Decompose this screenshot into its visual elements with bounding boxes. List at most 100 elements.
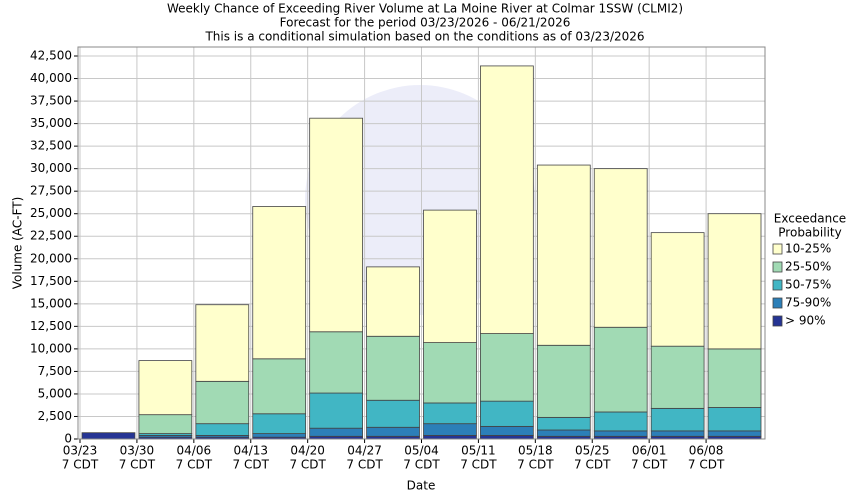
legend-swatch bbox=[772, 315, 783, 327]
bar-segment bbox=[423, 402, 477, 425]
y-tick-label: 35,000 bbox=[30, 116, 72, 130]
x-tick-label: 05/18 bbox=[518, 444, 553, 458]
x-tick-label: 04/06 bbox=[177, 444, 212, 458]
bar-segment bbox=[650, 232, 705, 347]
bar-segment bbox=[593, 411, 648, 432]
y-tick-label: 22,500 bbox=[30, 229, 72, 243]
y-tick-label: 7,500 bbox=[38, 364, 72, 378]
bar-segment bbox=[650, 430, 705, 437]
bar-segment bbox=[480, 434, 534, 440]
x-tick-label: 05/25 bbox=[575, 444, 610, 458]
legend-label: 10-25% bbox=[785, 242, 831, 256]
legend-swatch bbox=[772, 297, 783, 309]
y-tick-label: 12,500 bbox=[30, 319, 72, 333]
y-tick-label: 10,000 bbox=[30, 341, 72, 355]
x-tick-sublabel: 7 CDT bbox=[574, 458, 611, 472]
bar-segment bbox=[536, 344, 591, 418]
bar-segment bbox=[536, 429, 591, 437]
x-tick-sublabel: 7 CDT bbox=[688, 458, 725, 472]
x-tick-label: 04/27 bbox=[347, 444, 382, 458]
y-tick-label: 30,000 bbox=[30, 161, 72, 175]
bar-segment bbox=[366, 426, 420, 437]
bar-segment bbox=[81, 432, 136, 440]
bar-segment bbox=[195, 423, 250, 436]
x-tick-label: 06/01 bbox=[632, 444, 667, 458]
legend-label: 25-50% bbox=[785, 260, 831, 274]
bar-segment bbox=[195, 380, 250, 425]
bar-segment bbox=[650, 345, 705, 409]
bar-segment bbox=[423, 434, 477, 440]
legend-label: 50-75% bbox=[785, 278, 831, 292]
x-tick-label: 04/20 bbox=[290, 444, 325, 458]
legend-label: > 90% bbox=[785, 314, 826, 328]
bar-segment bbox=[309, 427, 363, 437]
y-tick-label: 42,500 bbox=[30, 49, 72, 63]
bar-segment bbox=[707, 213, 762, 350]
bar-segment bbox=[366, 266, 420, 337]
y-tick-label: 5,000 bbox=[38, 386, 72, 400]
legend-title: Exceedance bbox=[774, 212, 846, 226]
bar-segment bbox=[593, 168, 648, 328]
x-tick-label: 03/30 bbox=[120, 444, 155, 458]
bar-segment bbox=[593, 326, 648, 413]
bar-segment bbox=[252, 206, 307, 360]
y-tick-label: 27,500 bbox=[30, 184, 72, 198]
bar-segment bbox=[536, 164, 591, 346]
bar-segment bbox=[707, 348, 762, 408]
bar-segment bbox=[707, 407, 762, 432]
bar-segment bbox=[252, 413, 307, 434]
bar-segment bbox=[480, 425, 534, 436]
x-tick-label: 05/04 bbox=[404, 444, 439, 458]
bar-segment bbox=[366, 335, 420, 401]
x-axis-label: Date bbox=[407, 479, 436, 493]
x-tick-label: 04/13 bbox=[233, 444, 268, 458]
bar-segment bbox=[195, 304, 250, 382]
x-tick-sublabel: 7 CDT bbox=[517, 458, 554, 472]
y-tick-label: 25,000 bbox=[30, 206, 72, 220]
x-tick-sublabel: 7 CDT bbox=[289, 458, 326, 472]
y-tick-label: 37,500 bbox=[30, 94, 72, 108]
bar-segment bbox=[309, 117, 363, 333]
legend-swatch bbox=[772, 279, 783, 291]
y-axis-label: Volume (AC-FT) bbox=[11, 197, 25, 290]
legend-swatch bbox=[772, 261, 783, 273]
bar-segment bbox=[252, 433, 307, 438]
chart-title: This is a conditional simulation based o… bbox=[204, 30, 644, 44]
chart-title: Weekly Chance of Exceeding River Volume … bbox=[167, 2, 683, 16]
y-tick-label: 17,500 bbox=[30, 274, 72, 288]
bar-segment bbox=[423, 209, 477, 343]
bar-segment bbox=[252, 358, 307, 415]
y-tick-label: 2,500 bbox=[38, 409, 72, 423]
plot-frame bbox=[77, 46, 766, 440]
bar-segment bbox=[707, 430, 762, 437]
x-tick-sublabel: 7 CDT bbox=[403, 458, 440, 472]
bar-segment bbox=[593, 430, 648, 437]
y-tick-label: 0 bbox=[64, 432, 72, 446]
bar-segment bbox=[309, 331, 363, 394]
x-tick-sublabel: 7 CDT bbox=[176, 458, 213, 472]
x-tick-sublabel: 7 CDT bbox=[233, 458, 270, 472]
x-tick-label: 06/08 bbox=[689, 444, 724, 458]
x-tick-sublabel: 7 CDT bbox=[119, 458, 156, 472]
bar-segment bbox=[423, 423, 477, 436]
legend-label: 75-90% bbox=[785, 296, 831, 310]
bar-segment bbox=[480, 333, 534, 402]
x-tick-sublabel: 7 CDT bbox=[62, 458, 99, 472]
x-tick-label: 03/23 bbox=[63, 444, 98, 458]
bar-segment bbox=[650, 407, 705, 432]
bar-segment bbox=[480, 400, 534, 427]
bar-segment bbox=[536, 416, 591, 431]
bar-segment bbox=[138, 414, 193, 434]
bar-segment bbox=[480, 65, 534, 334]
y-tick-label: 40,000 bbox=[30, 71, 72, 85]
y-tick-label: 15,000 bbox=[30, 296, 72, 310]
legend-title: Probability bbox=[778, 226, 841, 240]
y-tick-label: 32,500 bbox=[30, 139, 72, 153]
x-tick-sublabel: 7 CDT bbox=[346, 458, 383, 472]
x-tick-label: 05/11 bbox=[461, 444, 496, 458]
legend-swatch bbox=[772, 243, 783, 255]
bar-segment bbox=[366, 399, 420, 428]
chart-title: Forecast for the period 03/23/2026 - 06/… bbox=[280, 16, 571, 30]
bar-segment bbox=[309, 392, 363, 429]
